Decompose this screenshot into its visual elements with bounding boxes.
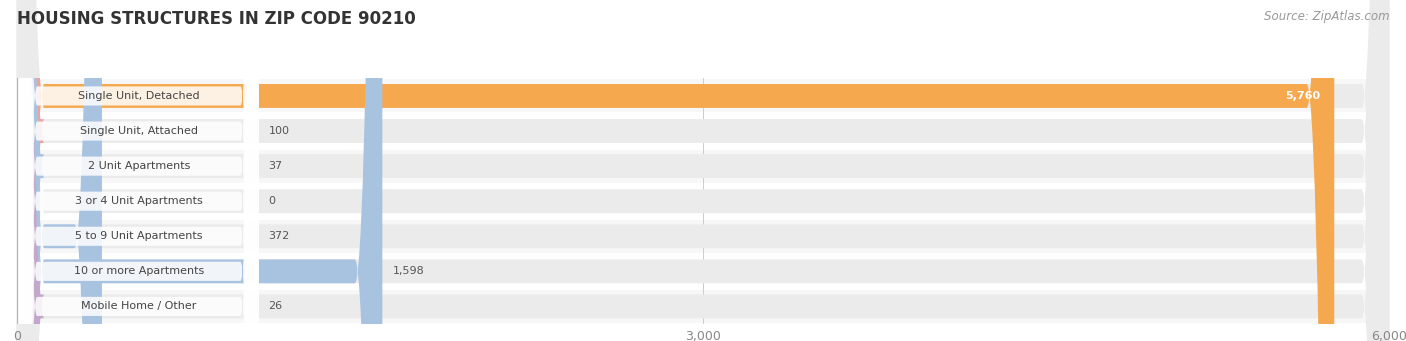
Text: 3 or 4 Unit Apartments: 3 or 4 Unit Apartments	[75, 196, 202, 206]
FancyBboxPatch shape	[18, 0, 259, 341]
Bar	[17, 220, 1389, 253]
FancyBboxPatch shape	[18, 0, 259, 341]
Text: 1,598: 1,598	[392, 266, 425, 276]
Text: Source: ZipAtlas.com: Source: ZipAtlas.com	[1264, 10, 1389, 23]
Text: 2 Unit Apartments: 2 Unit Apartments	[87, 161, 190, 171]
FancyBboxPatch shape	[17, 0, 1389, 341]
Text: 26: 26	[269, 301, 283, 311]
FancyBboxPatch shape	[0, 0, 45, 341]
FancyBboxPatch shape	[0, 0, 45, 341]
FancyBboxPatch shape	[13, 0, 45, 341]
Bar	[17, 79, 1389, 113]
FancyBboxPatch shape	[18, 0, 259, 341]
FancyBboxPatch shape	[18, 0, 259, 341]
Text: 5,760: 5,760	[1285, 91, 1320, 101]
Text: HOUSING STRUCTURES IN ZIP CODE 90210: HOUSING STRUCTURES IN ZIP CODE 90210	[17, 10, 416, 28]
FancyBboxPatch shape	[17, 0, 1389, 341]
FancyBboxPatch shape	[18, 0, 259, 341]
Text: 0: 0	[269, 196, 276, 206]
Text: 10 or more Apartments: 10 or more Apartments	[73, 266, 204, 276]
FancyBboxPatch shape	[17, 0, 1389, 341]
Text: 100: 100	[269, 126, 290, 136]
FancyBboxPatch shape	[17, 0, 382, 341]
FancyBboxPatch shape	[17, 0, 103, 341]
FancyBboxPatch shape	[17, 0, 1389, 341]
Bar	[17, 185, 1389, 218]
FancyBboxPatch shape	[18, 0, 259, 341]
FancyBboxPatch shape	[17, 0, 1389, 341]
Bar	[17, 255, 1389, 288]
Text: Single Unit, Attached: Single Unit, Attached	[80, 126, 198, 136]
FancyBboxPatch shape	[17, 0, 1389, 341]
FancyBboxPatch shape	[17, 0, 1389, 341]
FancyBboxPatch shape	[17, 0, 1334, 341]
Text: 37: 37	[269, 161, 283, 171]
Text: Single Unit, Detached: Single Unit, Detached	[77, 91, 200, 101]
Bar	[17, 290, 1389, 323]
Bar	[17, 150, 1389, 182]
FancyBboxPatch shape	[18, 0, 259, 341]
Text: Mobile Home / Other: Mobile Home / Other	[82, 301, 197, 311]
Text: 5 to 9 Unit Apartments: 5 to 9 Unit Apartments	[75, 231, 202, 241]
Text: 372: 372	[269, 231, 290, 241]
Bar	[17, 115, 1389, 148]
